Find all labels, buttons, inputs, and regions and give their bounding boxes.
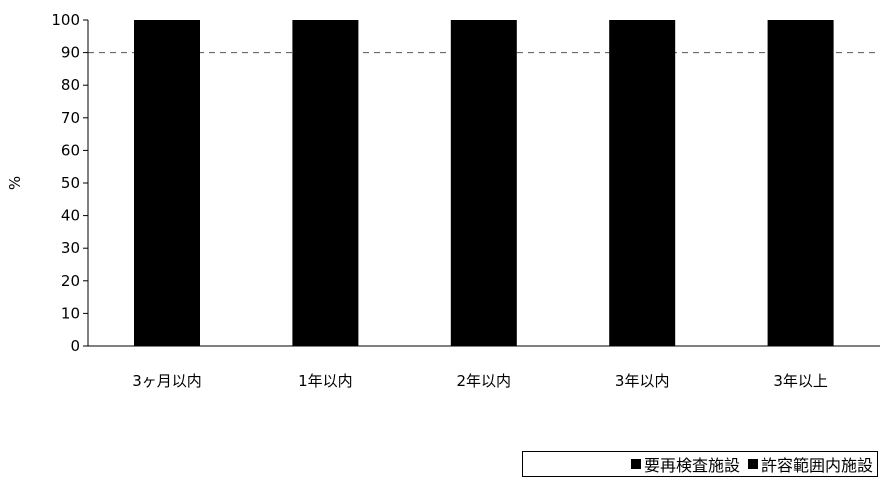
bar-layer bbox=[134, 20, 834, 346]
legend-swatch-1 bbox=[747, 459, 758, 469]
bar-0-4 bbox=[767, 20, 834, 346]
legend-swatch-0 bbox=[630, 459, 641, 469]
y-tick-label-4: 40 bbox=[61, 207, 80, 225]
y-tick-label-7: 70 bbox=[61, 109, 80, 127]
tick-label-layer: 0 10 20 30 40 50 60 70 80 90 100 bbox=[51, 11, 80, 355]
bar-0-2 bbox=[450, 20, 517, 346]
y-tick-label-6: 60 bbox=[61, 141, 80, 159]
y-tick-label-5: 50 bbox=[61, 174, 80, 192]
x-tick-label-2: 2年以内 bbox=[457, 372, 512, 390]
legend-label-1: 許容範囲内施設 bbox=[760, 456, 873, 475]
x-tick-label-3: 3年以内 bbox=[615, 372, 670, 390]
y-tick-label-1: 10 bbox=[61, 304, 80, 322]
axis-layer bbox=[83, 19, 880, 347]
bar-0-1 bbox=[292, 20, 359, 346]
bar-0-3 bbox=[609, 20, 676, 346]
legend: 要再検査施設 許容範囲内施設 bbox=[522, 451, 878, 477]
bar-0-0 bbox=[134, 20, 200, 346]
y-tick-label-8: 80 bbox=[61, 76, 80, 94]
legend-label-0: 要再検査施設 bbox=[643, 456, 740, 475]
y-tick-label-3: 30 bbox=[61, 239, 80, 257]
legend-entry-1: 許容範囲内施設 bbox=[747, 452, 873, 476]
y-tick-label-0: 0 bbox=[70, 337, 80, 355]
x-tick-label-0: 3ヶ月以内 bbox=[132, 372, 202, 390]
y-tick-label-10: 100 bbox=[51, 11, 80, 29]
x-tick-label-4: 3年以上 bbox=[773, 372, 828, 390]
x-tick-label-1: 1年以内 bbox=[298, 372, 353, 390]
y-tick-label-2: 20 bbox=[61, 272, 80, 290]
y-tick-label-9: 90 bbox=[61, 44, 80, 62]
category-label-layer: 3ヶ月以内 1年以内 2年以内 3年以内 3年以上 bbox=[132, 372, 828, 390]
y-axis-label: % bbox=[6, 176, 24, 190]
legend-entry-0: 要再検査施設 bbox=[630, 452, 740, 476]
